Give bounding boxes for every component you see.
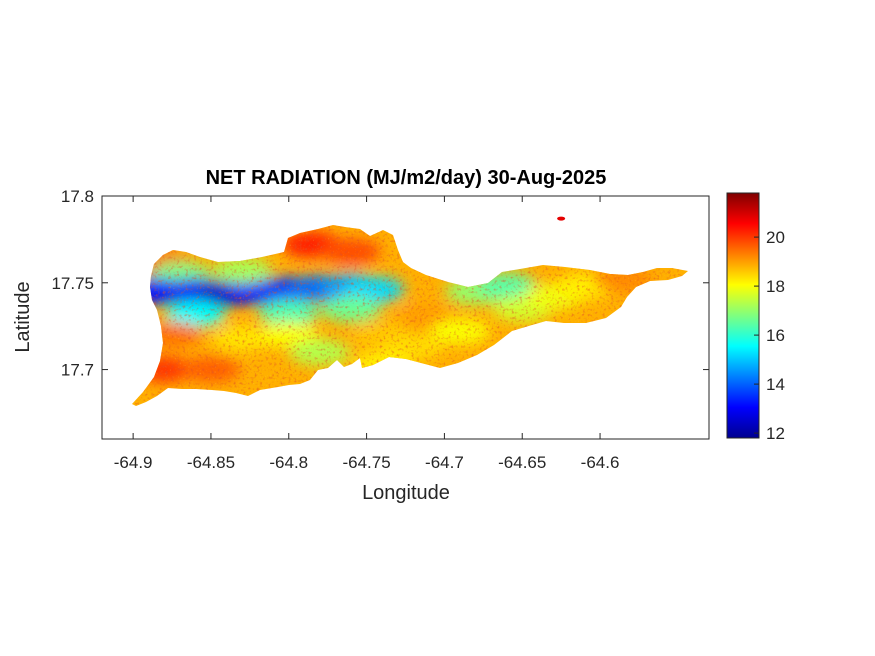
y-tick-label: 17.75 <box>51 274 94 293</box>
colorbar-axis: 12 14 16 18 20 <box>754 228 785 443</box>
colorbar-tick-label: 20 <box>766 228 785 247</box>
cay-region-33 <box>557 216 566 221</box>
x-tick-label: -64.6 <box>581 453 620 472</box>
x-tick-label: -64.65 <box>498 453 546 472</box>
colorbar <box>726 192 760 439</box>
x-tick-label: -64.75 <box>342 453 390 472</box>
colorbar-tick-label: 16 <box>766 326 785 345</box>
x-tick-label: -64.85 <box>187 453 235 472</box>
colorbar-tick-label: 14 <box>766 375 785 394</box>
colorbar-tick-label: 18 <box>766 277 785 296</box>
y-axis: 17.7 17.75 17.8 <box>51 187 709 380</box>
x-axis-title: Longitude <box>362 482 450 504</box>
plot-title: NET RADIATION (MJ/m2/day) 30-Aug-2025 <box>206 167 607 189</box>
x-axis: -64.9 -64.85 -64.8 -64.75 -64.7 -64.65 -64.6 <box>114 196 620 472</box>
x-tick-label: -64.7 <box>425 453 464 472</box>
y-tick-label: 17.8 <box>61 187 94 206</box>
y-tick-label: 17.7 <box>61 361 94 380</box>
colorbar-tick-label: 12 <box>766 424 785 443</box>
offshore-cay <box>557 216 566 221</box>
x-tick-label: -64.9 <box>114 453 153 472</box>
y-axis-title: Latitude <box>12 281 34 352</box>
x-tick-label: -64.8 <box>269 453 308 472</box>
